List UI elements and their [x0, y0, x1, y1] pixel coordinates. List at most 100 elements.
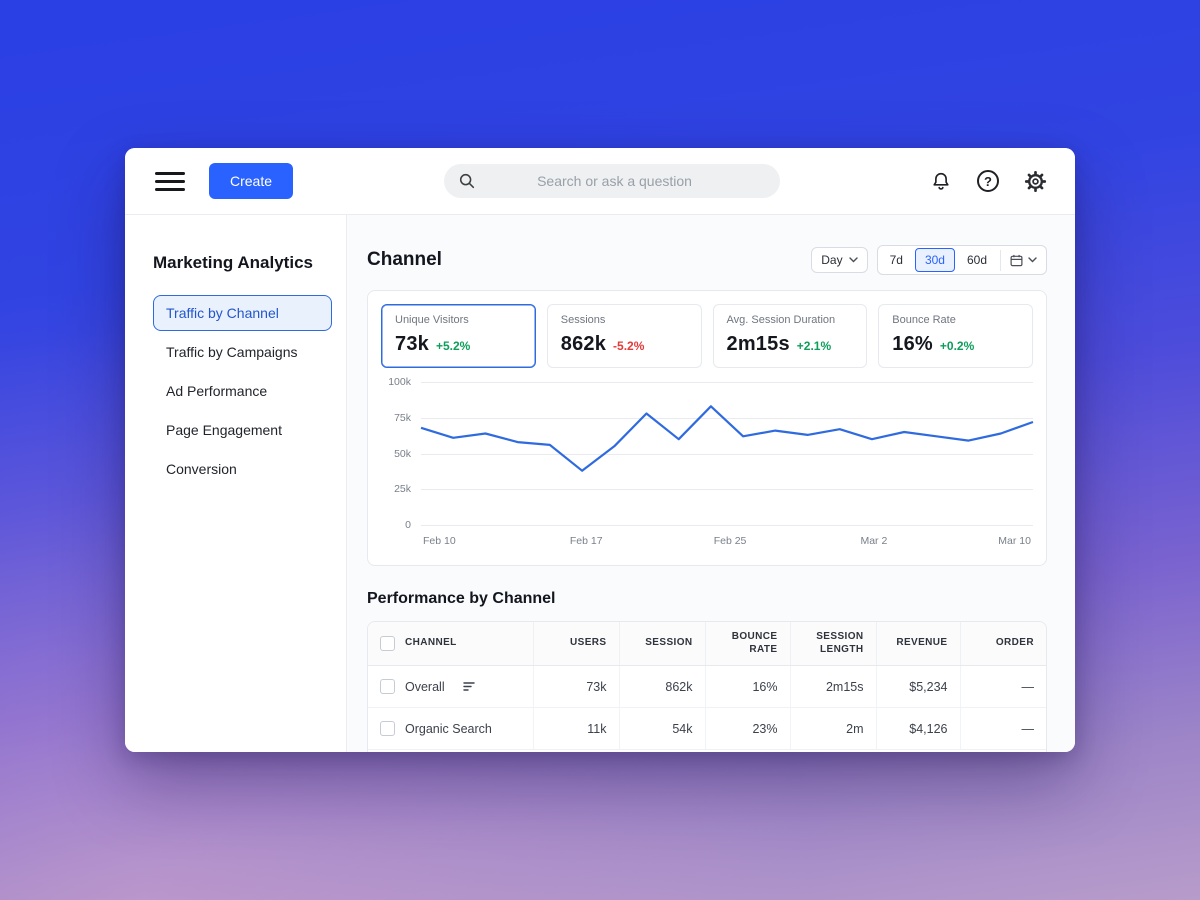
line-series-unique-visitors: [421, 382, 1033, 525]
kpi-label: Sessions: [560, 314, 606, 326]
chart-controls: Day 7d 30d 60d: [811, 245, 1047, 275]
cell-revenue: $4,126: [875, 707, 960, 750]
kpi-label: Unique Visitors: [395, 314, 469, 326]
chart-x-axis: Feb 10 Feb 17 Feb 25 Mar 2 Mar 10: [421, 535, 1033, 551]
sidebar-title: Marketing Analytics: [153, 253, 313, 272]
row-checkbox[interactable]: [380, 721, 395, 736]
row-checkbox[interactable]: [380, 679, 395, 694]
calendar-icon: [1010, 254, 1023, 266]
cell-session_length: 2m15s: [789, 665, 876, 708]
chevron-down-icon: [1028, 257, 1037, 263]
gridline: [421, 417, 1033, 419]
kpi-card-bounce-rate[interactable]: Bounce Rate 16% +0.2%: [878, 304, 1033, 368]
line-chart: 100k 75k 50k 25k 0: [381, 376, 1033, 531]
performance-table: Channel Users Session Bounce Rate Session Le…: [367, 621, 1047, 752]
cell-session_length: 2m: [789, 707, 876, 750]
kpi-value: 2m15s: [726, 333, 790, 355]
create-button[interactable]: Create: [209, 163, 294, 199]
cell-users: 73k: [532, 665, 619, 708]
top-bar: Create Search or ask a question ?: [125, 148, 1075, 215]
range-button-7d[interactable]: 7d: [889, 253, 903, 267]
kpi-card-sessions[interactable]: Sessions 862k -5.2%: [546, 304, 702, 368]
chevron-down-icon: [848, 257, 858, 263]
sidebar-item-conversion[interactable]: Conversion: [166, 461, 237, 477]
channel-name: Overall: [405, 679, 445, 694]
bell-icon: [930, 170, 952, 193]
topbar-actions: ?: [930, 170, 1047, 193]
gear-icon: [1024, 170, 1047, 193]
table-header-row: Channel Users Session Bounce Rate Session Le…: [368, 622, 1046, 666]
main-content: Channel Day 7d 30d 60d U: [347, 215, 1075, 752]
notifications-button[interactable]: [930, 170, 952, 193]
table-row: Organic Search 11k 54k 23% 2m $4,126—: [368, 707, 1046, 750]
help-icon: ?: [977, 170, 999, 192]
gridline: [421, 489, 1033, 491]
column-header-order: Order: [959, 622, 1046, 666]
cell-users: 11k: [532, 707, 619, 750]
x-tick-label: Mar 10: [998, 535, 1031, 547]
sidebar-item-traffic-by-channel[interactable]: Traffic by Channel: [153, 295, 332, 331]
sort-icon[interactable]: [462, 681, 475, 692]
x-tick-label: Feb 17: [569, 535, 603, 547]
column-label: Channel: [405, 637, 457, 649]
x-tick-label: Feb 10: [423, 535, 456, 547]
kpi-value: 862k: [560, 333, 607, 355]
y-tick-label: 0: [405, 519, 411, 531]
search-placeholder: Search or ask a question: [537, 173, 692, 189]
gridline: [421, 525, 1033, 526]
kpi-delta: +2.1%: [796, 339, 832, 353]
search-area: Search or ask a question: [293, 164, 930, 198]
kpi-delta: -5.2%: [613, 339, 645, 353]
cell-revenue: $5,234: [875, 665, 960, 708]
y-tick-label: 75k: [394, 411, 411, 424]
search-input[interactable]: Search or ask a question: [443, 164, 780, 198]
granularity-value: Day: [821, 253, 843, 267]
x-tick-label: Feb 25: [713, 535, 747, 547]
kpi-card-avg-session-duration[interactable]: Avg. Session Duration 2m15s +2.1%: [712, 304, 868, 368]
kpi-cards: Unique Visitors 73k +5.2% Sessions 862k -5.2%…: [381, 304, 1033, 368]
table-row: Overall 73k 862k 16% 2m15s $5,234—: [368, 665, 1046, 708]
chart-card: Unique Visitors 73k +5.2% Sessions 862k -5.2%…: [367, 290, 1047, 566]
y-tick-label: 25k: [394, 483, 411, 496]
column-header-revenue: Revenue: [875, 622, 960, 666]
sidebar-item-traffic-by-campaigns[interactable]: Traffic by Campaigns: [166, 344, 298, 360]
kpi-delta: +5.2%: [435, 339, 471, 353]
select-all-checkbox[interactable]: [380, 636, 395, 651]
cell-bounce_rate: 23%: [704, 707, 790, 750]
range-group: 7d 30d 60d: [876, 245, 1047, 275]
range-button-30d[interactable]: 30d: [914, 248, 955, 272]
kpi-label: Avg. Session Duration: [726, 314, 836, 326]
kpi-card-unique-visitors[interactable]: Unique Visitors 73k +5.2%: [381, 304, 536, 368]
table-title: Performance by Channel: [367, 590, 556, 607]
cell-order: —: [959, 665, 1046, 708]
column-header-bounce-rate: Bounce Rate: [704, 622, 790, 666]
cell-order: —: [959, 707, 1046, 750]
cell-session: 862k: [618, 665, 705, 708]
chart-y-axis: 100k 75k 50k 25k 0: [381, 376, 421, 531]
range-button-60d[interactable]: 60d: [966, 253, 987, 267]
column-header-channel: Channel: [368, 622, 533, 666]
kpi-value: 16%: [892, 333, 933, 355]
date-picker-button[interactable]: [1000, 249, 1044, 271]
menu-icon[interactable]: [155, 171, 185, 191]
sidebar-item-page-engagement[interactable]: Page Engagement: [166, 422, 282, 438]
kpi-delta: +0.2%: [939, 339, 975, 353]
settings-button[interactable]: [1024, 170, 1047, 193]
cell-bounce_rate: 16%: [704, 665, 790, 708]
sidebar-item-ad-performance[interactable]: Ad Performance: [166, 383, 268, 399]
app-window: Create Search or ask a question ?: [125, 148, 1075, 752]
granularity-select[interactable]: Day: [811, 247, 868, 273]
column-header-session: Session: [618, 622, 705, 666]
column-header-session-length: Session Length: [789, 622, 876, 666]
kpi-value: 73k: [395, 333, 429, 355]
kpi-label: Bounce Rate: [892, 314, 956, 326]
search-icon: [458, 172, 476, 190]
table-row-partial: [368, 749, 1046, 752]
gridline: [421, 382, 1033, 383]
sidebar-nav: Traffic by Channel Traffic by Campaigns Ad…: [153, 295, 332, 487]
y-tick-label: 50k: [394, 447, 411, 460]
column-header-users: Users: [532, 622, 619, 666]
y-tick-label: 100k: [388, 376, 411, 388]
help-button[interactable]: ?: [977, 170, 999, 192]
channel-name: Organic Search: [405, 721, 492, 736]
